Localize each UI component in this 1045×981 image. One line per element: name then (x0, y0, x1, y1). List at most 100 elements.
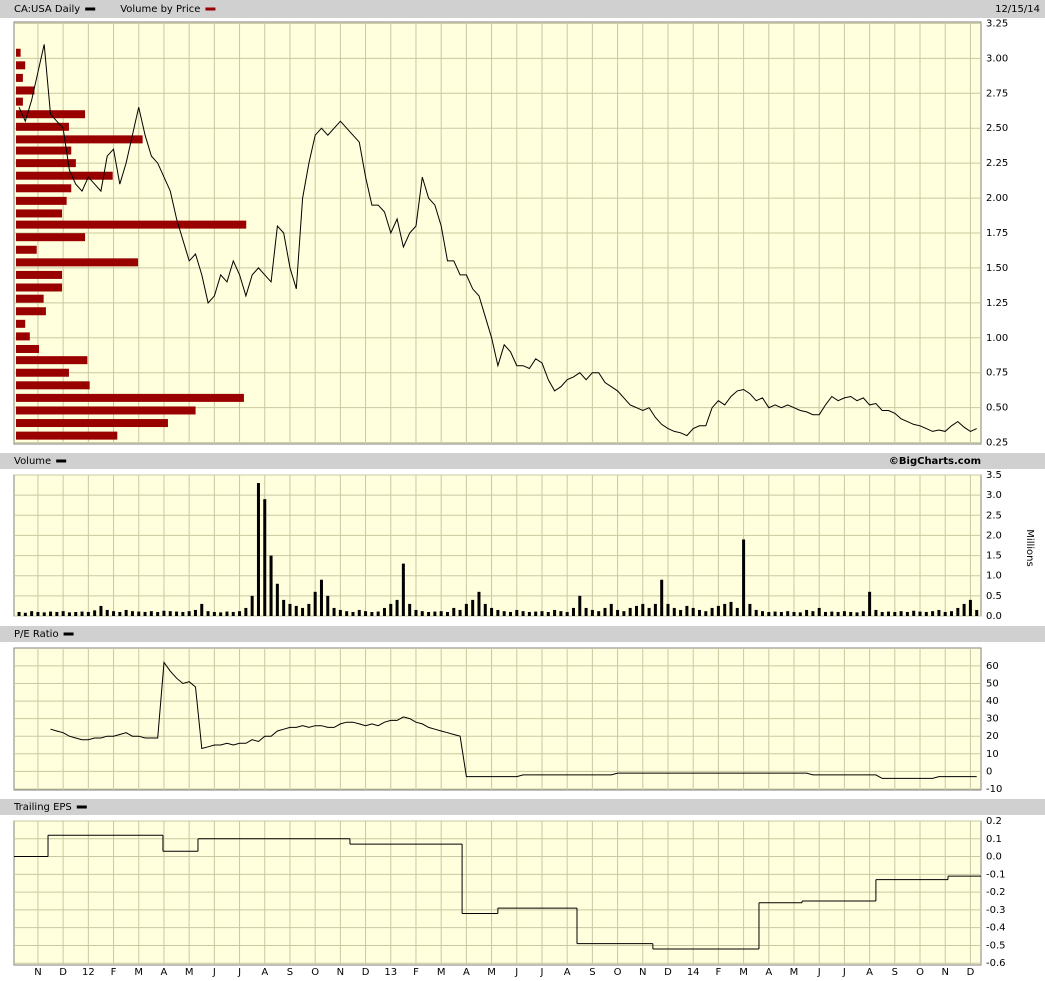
x-tick-label: J (237, 967, 241, 978)
axis-label: Millions (1024, 529, 1035, 566)
x-tick-label: N (34, 967, 41, 978)
volume-by-price-bar (16, 406, 196, 415)
volume-bar (571, 607, 575, 616)
volume-bar (792, 611, 796, 616)
volume-bar (754, 609, 758, 616)
volume-bar (597, 611, 601, 616)
volume-bar (269, 555, 273, 616)
volume-bar (364, 611, 368, 616)
volume-bar (653, 603, 657, 616)
x-tick-label: M (134, 967, 143, 978)
volume-bar (937, 609, 941, 616)
volume-bar (17, 611, 21, 616)
volume-by-price-bar (16, 73, 23, 82)
volume-by-price-bar (16, 233, 86, 242)
volume-bar (628, 607, 632, 616)
volume-bar (880, 611, 884, 616)
y-tick-label: 40 (986, 696, 999, 707)
plot-area (13, 474, 982, 617)
volume-bar (534, 611, 538, 616)
volume-bar (735, 607, 739, 616)
y-tick-label: 3.5 (986, 470, 1002, 481)
volume-bar (301, 607, 305, 616)
volume-by-price-bar (16, 159, 76, 168)
volume-bar (206, 611, 210, 616)
volume-bar (956, 607, 960, 616)
y-tick-label: 0 (986, 766, 992, 777)
volume-bar (609, 603, 613, 616)
volume-bar (30, 611, 34, 616)
y-tick-label: -0.2 (986, 887, 1006, 898)
volume-bar (811, 611, 815, 616)
volume-bar (401, 563, 405, 616)
volume-bar (130, 611, 134, 616)
volume-bar (420, 611, 424, 616)
volume-bar (899, 611, 903, 616)
volume-bar (439, 611, 443, 616)
header-bar (0, 799, 1045, 815)
header-bar (0, 626, 1045, 642)
volume-bar (805, 609, 809, 616)
volume-bar (382, 607, 386, 616)
x-tick-label: F (716, 967, 722, 978)
volume-bar (861, 611, 865, 616)
volume-by-price-bar (16, 381, 90, 390)
volume-bar (483, 603, 487, 616)
volume-bar (647, 607, 651, 616)
volume-bar (918, 611, 922, 616)
volume-bar (546, 611, 550, 616)
x-tick-label: A (765, 967, 772, 978)
volume-bar (74, 611, 78, 616)
volume-bar (723, 603, 727, 616)
volume-by-price-bar (16, 319, 26, 328)
x-tick-label: J (817, 967, 821, 978)
volume-bar (282, 599, 286, 616)
volume-bar (893, 611, 897, 616)
y-tick-label: 0.0 (986, 852, 1002, 863)
volume-by-price-bar (16, 171, 113, 180)
y-tick-label: 1.50 (986, 263, 1008, 274)
y-tick-label: 50 (986, 679, 999, 690)
volume-bar (294, 605, 298, 616)
volume-by-price-bar (16, 48, 21, 57)
volume-bar (685, 605, 689, 616)
volume-bar (779, 611, 783, 616)
legend-swatch (76, 805, 87, 809)
y-tick-label: -0.3 (986, 905, 1006, 916)
volume-bar (836, 611, 840, 616)
panel-title: CA:USA Daily (14, 4, 80, 15)
y-tick-label: 1.75 (986, 228, 1008, 239)
volume-bar (490, 607, 494, 616)
volume-bar (395, 599, 399, 616)
volume-bar (244, 607, 248, 616)
volume-bar (666, 603, 670, 616)
x-tick-label: S (892, 967, 898, 978)
volume-bar (527, 611, 531, 616)
volume-by-price-bar (16, 220, 247, 229)
volume-bar (691, 607, 695, 616)
x-tick-label: M (185, 967, 194, 978)
x-tick-label: D (362, 967, 370, 978)
y-tick-label: 2.75 (986, 88, 1008, 99)
x-tick-label: J (842, 967, 846, 978)
volume-bar (93, 610, 97, 616)
volume-bar (710, 607, 714, 616)
panel-title: Trailing EPS (13, 802, 72, 813)
y-tick-label: 30 (986, 714, 999, 725)
volume-bar (288, 603, 292, 616)
volume-bar (849, 611, 853, 616)
volume-bar (943, 611, 947, 616)
volume-bar (112, 611, 116, 616)
volume-bar (80, 611, 84, 616)
volume-by-price-bar (16, 431, 118, 440)
credit: ©BigCharts.com (889, 456, 981, 467)
header-bar (0, 0, 1045, 18)
volume-bar (149, 611, 153, 616)
y-tick-label: -0.5 (986, 940, 1006, 951)
volume-bar (697, 609, 701, 616)
legend-swatch (85, 7, 96, 11)
volume-by-price-bar (16, 393, 244, 402)
volume-bar (370, 611, 374, 616)
y-tick-label: 0.1 (986, 834, 1002, 845)
volume-bar (332, 607, 336, 616)
